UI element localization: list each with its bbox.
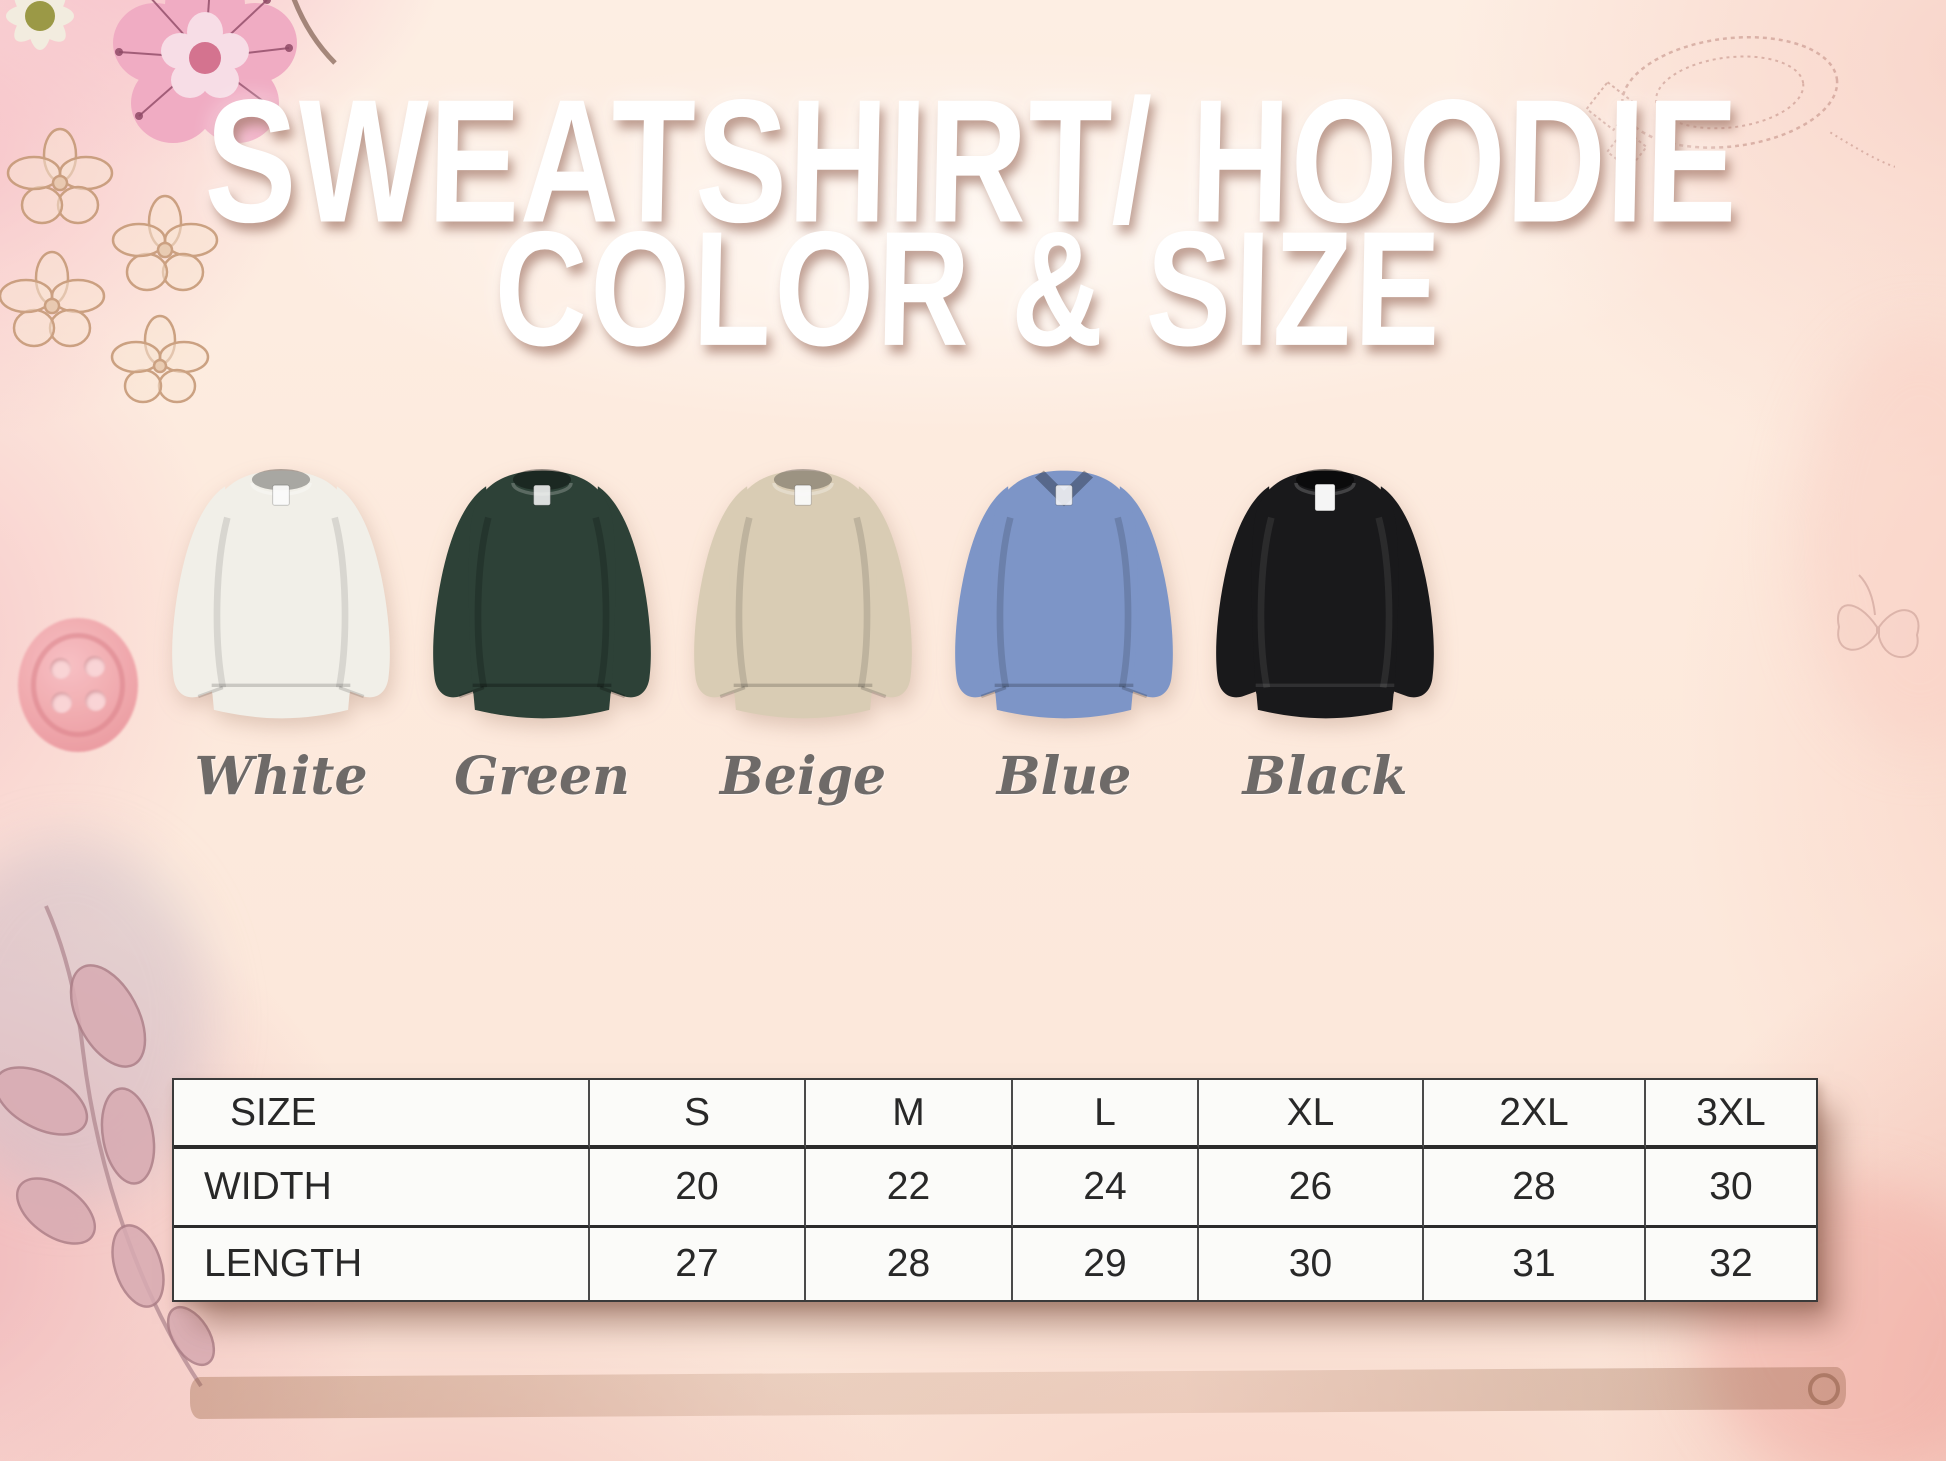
shelf-band-sketch	[189, 1366, 1847, 1420]
button-rim	[31, 633, 125, 737]
size-chart-table: SIZE S M L XL 2XL 3XL WIDTH 20 22 24 26 …	[172, 1078, 1818, 1302]
shelf-curl	[1807, 1372, 1841, 1406]
sweatshirt-green: Green	[419, 448, 665, 807]
length-value-xl: 30	[1199, 1228, 1424, 1300]
button-hole	[85, 690, 106, 711]
color-label-white: White	[194, 746, 368, 807]
length-value-2xl: 31	[1424, 1228, 1646, 1300]
table-header-m: M	[806, 1080, 1013, 1149]
table-header-l: L	[1013, 1080, 1199, 1149]
sweatshirt-blue: Blue	[941, 448, 1187, 807]
width-value-xl: 26	[1199, 1149, 1424, 1228]
table-header-xl: XL	[1199, 1080, 1424, 1149]
sweatshirt-image-blue	[955, 470, 1173, 719]
button-hole	[51, 692, 72, 713]
flower-cluster-decoration	[0, 0, 337, 404]
width-value-3xl: 30	[1646, 1149, 1816, 1228]
length-value-s: 27	[590, 1228, 806, 1300]
table-header-size: SIZE	[174, 1080, 590, 1149]
table-row-length-label: LENGTH	[174, 1228, 590, 1300]
width-value-2xl: 28	[1424, 1149, 1646, 1228]
color-label-black: Black	[1242, 746, 1408, 807]
table-row-width-label: WIDTH	[174, 1149, 590, 1228]
width-value-s: 20	[590, 1149, 806, 1228]
length-value-l: 29	[1013, 1228, 1199, 1300]
sweatshirt-black: Black	[1202, 448, 1448, 807]
color-label-blue: Blue	[996, 746, 1132, 807]
button-hole	[50, 658, 71, 679]
table-header-3xl: 3XL	[1646, 1080, 1816, 1149]
sweatshirt-image-green	[433, 468, 651, 719]
length-value-m: 28	[806, 1228, 1013, 1300]
table-header-s: S	[590, 1080, 806, 1149]
leaf-sketch	[0, 905, 216, 1388]
sweatshirt-image-beige	[694, 468, 912, 719]
title-glow	[280, 50, 1680, 430]
color-label-beige: Beige	[719, 746, 887, 807]
sweatshirt-image-black	[1216, 468, 1434, 719]
button-decoration	[18, 618, 138, 752]
sweatshirt-white: White	[158, 448, 404, 807]
width-value-m: 22	[806, 1149, 1013, 1228]
length-value-3xl: 32	[1709, 1242, 1753, 1285]
button-hole	[84, 656, 105, 677]
page-title: SWEATSHIRT/ HOODIE COLOR & SIZE	[189, 63, 1751, 379]
table-header-2xl: 2XL	[1424, 1080, 1646, 1149]
color-options-row: White Green	[158, 448, 1448, 807]
color-label-green: Green	[454, 746, 630, 807]
width-value-l: 24	[1013, 1149, 1199, 1228]
sweatshirt-image-white	[172, 468, 390, 719]
sweatshirt-beige: Beige	[680, 448, 926, 807]
butterfly-sketch	[1837, 574, 1920, 658]
